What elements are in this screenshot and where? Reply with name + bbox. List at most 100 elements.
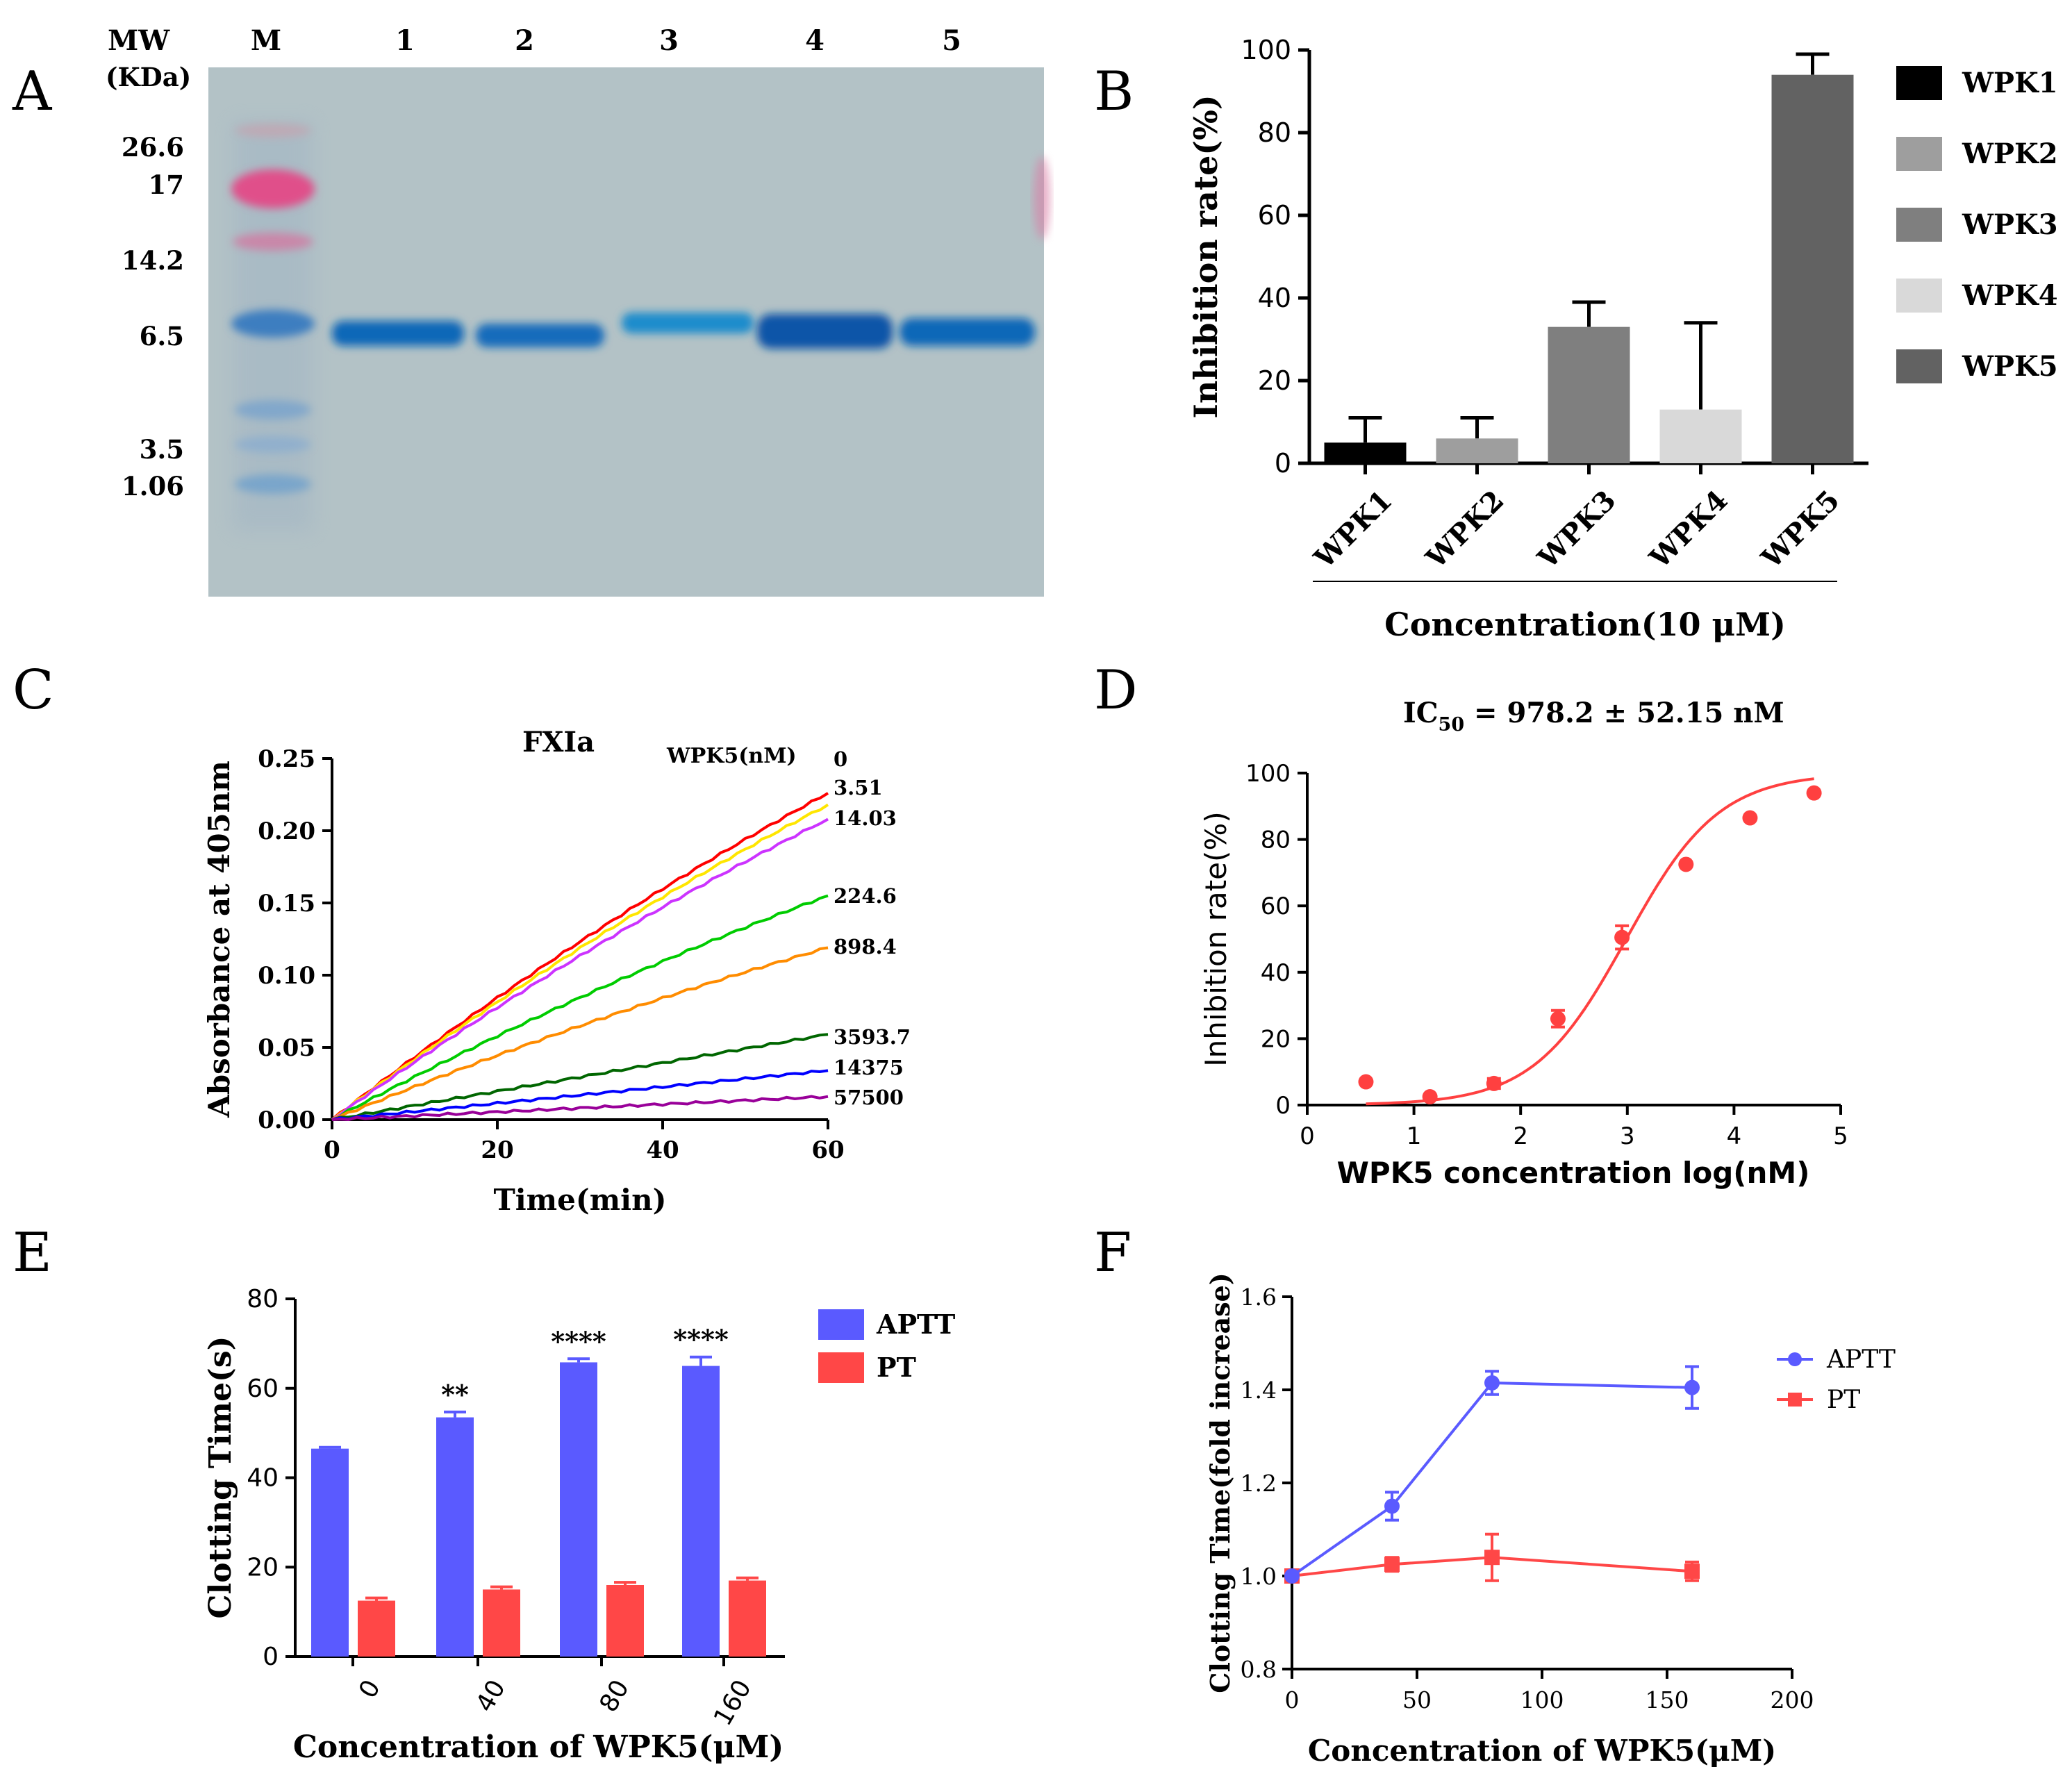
- chart-b-ylabel: Inhibition rate(%): [1187, 94, 1225, 418]
- chart-e-legend-swatch-aptt: [818, 1309, 864, 1340]
- chart-c-xtick-label: 40: [646, 1136, 679, 1164]
- chart-c-series-14-03: [331, 818, 829, 1121]
- chart-e-bar-pt-160: [729, 1580, 766, 1657]
- chart-c-series-label: 3593.7: [834, 1025, 911, 1049]
- lane-label-4: 4: [805, 24, 824, 57]
- chart-c-series-3593-7: [331, 1033, 829, 1121]
- panel-e: E 0 20 40 60 80 0 40 ** 80 **** 160 **** APTT PT Conce…: [13, 1222, 955, 1765]
- gel-image: [208, 67, 1050, 597]
- chart-b-ytick-label: 100: [1241, 35, 1291, 65]
- chart-d-ytick-label: 20: [1261, 1025, 1291, 1053]
- chart-c-series-label: 0: [834, 747, 847, 771]
- chart-b-xtick-label: WPK1: [1307, 484, 1398, 575]
- gel-edge-stain: [1034, 156, 1050, 240]
- chart-c-series-14375: [331, 1069, 829, 1121]
- chart-d-point-2: [1486, 1075, 1502, 1091]
- lane-label-3: 3: [659, 24, 679, 57]
- chart-c-ytick-label: 0.05: [258, 1034, 315, 1062]
- panel-d: D IC50 = 978.2 ± 52.15 nM 0 20 40 60 80 100 0 1…: [1094, 659, 1848, 1190]
- kda-label: (KDa): [106, 62, 191, 92]
- chart-b-legend-label-wpk3: WPK3: [1962, 208, 2058, 241]
- chart-d-point-0: [1358, 1074, 1374, 1090]
- panel-e-letter: E: [13, 1222, 52, 1284]
- chart-f-legend-label-pt: PT: [1827, 1386, 1860, 1414]
- chart-f-xtick-label: 200: [1771, 1686, 1814, 1714]
- chart-b-legend-swatch-wpk2: [1896, 137, 1942, 171]
- marker-label-17: 17: [149, 169, 185, 200]
- chart-c-series-224-6: [331, 894, 829, 1121]
- chart-f-point-aptt: [1284, 1568, 1300, 1584]
- chart-f-point-pt: [1684, 1563, 1700, 1579]
- chart-e-bar-pt-40: [483, 1589, 520, 1657]
- chart-c-series-label: 57500: [834, 1086, 904, 1109]
- lane-label-2: 2: [515, 24, 534, 57]
- chart-c-ytick-label: 0.00: [258, 1106, 315, 1134]
- marker-label-26-6: 26.6: [122, 132, 184, 163]
- chart-f-legend-marker-pt: [1788, 1393, 1802, 1407]
- panel-f-letter: F: [1094, 1222, 1132, 1284]
- chart-e-xtick-label: 80: [595, 1675, 635, 1717]
- chart-f-point-aptt: [1384, 1498, 1400, 1514]
- marker-band-17: [231, 169, 315, 208]
- lane-1-band: [332, 321, 464, 346]
- chart-d-point-3: [1550, 1011, 1566, 1027]
- chart-b-legend-swatch-wpk1: [1896, 66, 1942, 100]
- chart-d-fit-curve: [1366, 777, 1814, 1106]
- chart-f-point-pt: [1484, 1550, 1500, 1566]
- marker-label-14-2: 14.2: [122, 245, 184, 276]
- chart-e-significance: ****: [673, 1324, 729, 1355]
- chart-f-xtick-label: 150: [1646, 1686, 1689, 1714]
- chart-f-xlabel: Concentration of WPK5(μM): [1308, 1734, 1776, 1768]
- chart-c-legend-title: WPK5(nM): [666, 744, 797, 768]
- chart-c-series-0: [331, 792, 829, 1121]
- panel-a: A MW (KDa) M 1 2 3 4 5 26.6 17 14.2 6.5 3.5 1.06: [12, 24, 1050, 597]
- chart-c-ylabel: Absorbance at 405nm: [202, 761, 236, 1118]
- chart-e-legend-label-aptt: APTT: [876, 1309, 955, 1340]
- chart-c-title: FXIa: [522, 726, 595, 758]
- panel-d-letter: D: [1094, 659, 1138, 722]
- chart-d-ytick-label: 80: [1261, 827, 1291, 854]
- chart-f-ytick-label: 1.2: [1241, 1470, 1277, 1497]
- chart-f-point-aptt: [1484, 1375, 1500, 1391]
- chart-b-xtick-label: WPK3: [1531, 484, 1622, 575]
- chart-f-xtick-label: 50: [1402, 1686, 1432, 1714]
- chart-e-ytick-label: 80: [247, 1285, 279, 1313]
- chart-c-series-label: 14375: [834, 1056, 904, 1079]
- chart-d-xtick-label: 3: [1620, 1122, 1635, 1150]
- ic50-subscript: 50: [1439, 714, 1465, 736]
- chart-e-xlabel: Concentration of WPK5(μM): [293, 1729, 784, 1765]
- chart-f-ytick-label: 0.8: [1241, 1656, 1277, 1683]
- marker-band-26-6: [235, 124, 311, 138]
- chart-e-ytick-label: 40: [247, 1464, 279, 1493]
- chart-b-xtick-label: WPK2: [1419, 484, 1510, 575]
- lane-3-band: [622, 313, 754, 333]
- lane-label-5: 5: [942, 24, 961, 57]
- chart-f-legend-label-aptt: APTT: [1826, 1345, 1896, 1374]
- marker-label-1-06: 1.06: [122, 471, 184, 501]
- chart-b-legend-label-wpk4: WPK4: [1962, 279, 2058, 312]
- chart-c-xtick-label: 0: [324, 1136, 340, 1164]
- chart-c-ytick-label: 0.25: [258, 745, 315, 773]
- chart-e-bar-pt-0: [358, 1600, 395, 1657]
- chart-c-xtick-label: 20: [481, 1136, 513, 1164]
- chart-b-ytick-label: 0: [1275, 448, 1291, 479]
- chart-c-series-898-4: [331, 946, 829, 1121]
- chart-e-xtick-label: 160: [708, 1675, 757, 1731]
- ic50-label: IC50 = 978.2 ± 52.15 nM: [1403, 697, 1784, 736]
- chart-c-ytick-label: 0.20: [258, 818, 315, 845]
- chart-b-bar-wpk1: [1324, 442, 1407, 463]
- marker-weight-labels: 26.6 17 14.2 6.5 3.5 1.06: [122, 132, 184, 501]
- chart-c-series-label: 3.51: [834, 776, 883, 799]
- chart-b-legend-label-wpk2: WPK2: [1962, 138, 2058, 170]
- chart-b-bar-wpk3: [1548, 326, 1630, 463]
- lane-2-band: [476, 324, 604, 347]
- lane-label-M: M: [251, 24, 281, 57]
- chart-f-ytick-label: 1.6: [1241, 1284, 1277, 1311]
- chart-e-legend-swatch-pt: [818, 1352, 864, 1383]
- chart-b-legend-swatch-wpk3: [1896, 208, 1942, 242]
- panel-c: C FXIa WPK5(nM) 0.00 0.05 0.10 0.15 0.20 0.25…: [13, 659, 911, 1217]
- chart-d-point-7: [1806, 785, 1822, 801]
